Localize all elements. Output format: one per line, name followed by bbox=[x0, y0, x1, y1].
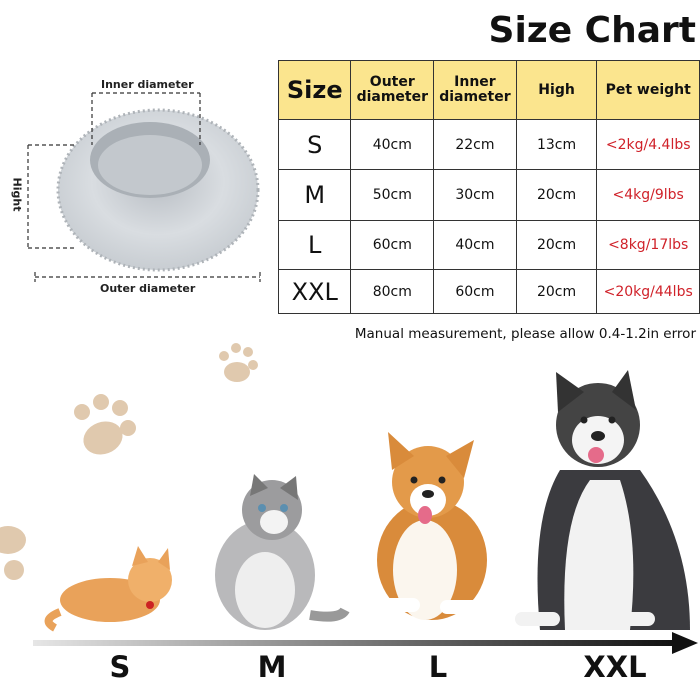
table-cell: <8kg/17lbs bbox=[596, 220, 700, 270]
outer-diameter-label: Outer diameter bbox=[100, 282, 196, 295]
table-cell: 20cm bbox=[515, 269, 598, 314]
table-cell: 40cm bbox=[350, 119, 435, 170]
size-table: Size Outer diameter Inner diameter High Pet … bbox=[277, 60, 700, 314]
table-cell: 20cm bbox=[515, 169, 598, 221]
cat bbox=[215, 474, 350, 630]
table-cell: L bbox=[277, 220, 352, 270]
scale-label: S bbox=[109, 650, 131, 684]
table-body: S 40cm 22cm 13cm <2kg/4.4lbs M 50cm 30cm 20cm <4k… bbox=[277, 119, 700, 314]
scale-label: M bbox=[257, 650, 287, 684]
table-row: XXL 80cm 60cm 20cm <20kg/44lbs bbox=[277, 269, 700, 314]
table-cell: <4kg/9lbs bbox=[596, 169, 700, 221]
header-cell: Inner diameter bbox=[433, 60, 517, 120]
table-cell: 50cm bbox=[350, 169, 435, 221]
table-cell: 22cm bbox=[433, 119, 517, 170]
table-row: M 50cm 30cm 20cm <4kg/9lbs bbox=[277, 169, 700, 221]
note: Manual measurement, please allow 0.4-1.2… bbox=[354, 326, 696, 342]
table-cell: S bbox=[277, 119, 352, 170]
header-cell: Pet weight bbox=[596, 60, 700, 120]
title: Size Chart bbox=[488, 10, 696, 51]
table-cell: 60cm bbox=[350, 220, 435, 270]
header-cell: Outer diameter bbox=[350, 60, 435, 120]
scale-label: L bbox=[428, 650, 448, 684]
scale-label: XXL bbox=[583, 650, 647, 684]
table-cell: 20cm bbox=[515, 220, 598, 270]
kitten bbox=[44, 546, 172, 632]
table-cell: 80cm bbox=[350, 269, 435, 314]
header-cell: High bbox=[515, 60, 598, 120]
table-cell: 13cm bbox=[515, 119, 598, 170]
table-row: S 40cm 22cm 13cm <2kg/4.4lbs bbox=[277, 119, 700, 170]
corgi bbox=[377, 432, 487, 620]
size-arrow bbox=[33, 632, 698, 654]
height-label: Hight bbox=[10, 177, 24, 212]
paw-prints bbox=[0, 343, 258, 580]
table-cell: <2kg/4.4lbs bbox=[596, 119, 700, 170]
table-cell: M bbox=[277, 169, 352, 221]
table-cell: 60cm bbox=[433, 269, 517, 314]
dimension-lines bbox=[27, 92, 261, 282]
husky bbox=[515, 370, 690, 630]
table-cell: 40cm bbox=[433, 220, 517, 270]
table-cell: XXL bbox=[277, 269, 352, 314]
inner-diameter-label: Inner diameter bbox=[101, 78, 194, 91]
table-cell: 30cm bbox=[433, 169, 517, 221]
header-cell: Size bbox=[277, 60, 352, 120]
table-cell: <20kg/44lbs bbox=[596, 269, 700, 314]
table-row: L 60cm 40cm 20cm <8kg/17lbs bbox=[277, 220, 700, 270]
header-row: Size Outer diameter Inner diameter High Pet … bbox=[277, 60, 700, 120]
pet-bed bbox=[56, 108, 260, 272]
